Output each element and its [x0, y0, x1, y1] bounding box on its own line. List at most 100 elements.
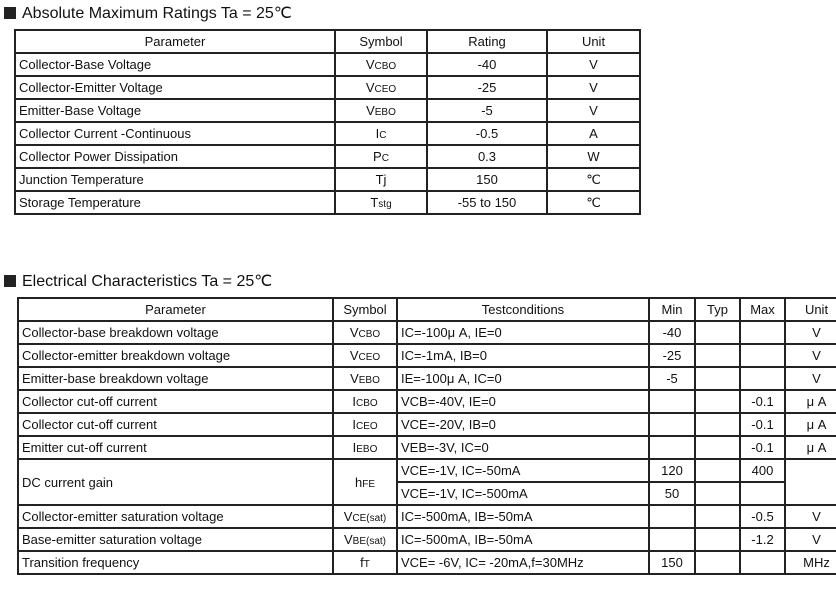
- conditions-cell: IE=-100μ A, IC=0: [396, 366, 650, 391]
- symbol-subscript: CBO: [358, 329, 381, 340]
- symbol-main: I: [352, 394, 356, 409]
- min-cell: -5: [648, 366, 696, 391]
- symbol-cell: VEBO: [332, 366, 398, 391]
- symbol-main: V: [343, 532, 353, 547]
- parameter-cell: Junction Temperature: [14, 167, 336, 192]
- min-cell: -40: [648, 320, 696, 345]
- table-row: DC current gain hFE VCE=-1V, IC=-50mA 120 40…: [17, 458, 836, 506]
- max-cell: [739, 343, 786, 368]
- unit-cell: V: [784, 343, 836, 368]
- symbol-main: Tj: [375, 172, 387, 187]
- conditions-cell: VCE=-1V, IC=-50mA: [396, 458, 650, 483]
- header-unit: Unit: [546, 29, 641, 54]
- abs-max-title: Absolute Maximum Ratings Ta = 25℃: [22, 5, 292, 22]
- table-row: Collector cut-off current ICBO VCB=-40V, I…: [17, 389, 836, 414]
- symbol-cell: hFE: [332, 458, 398, 506]
- max-cell: -0.5: [739, 504, 786, 529]
- conditions-cell: VEB=-3V, IC=0: [396, 435, 650, 460]
- parameter-cell: Collector Current -Continuous: [14, 121, 336, 146]
- header-parameter: Parameter: [17, 297, 334, 322]
- parameter-cell: Base-emitter saturation voltage: [17, 527, 334, 552]
- symbol-subscript: CBO: [355, 398, 378, 409]
- symbol-main: I: [352, 417, 356, 432]
- min-cell: [648, 412, 696, 437]
- min-cell: 50: [648, 481, 696, 506]
- table-row: Junction Temperature Tj 150 ℃: [14, 167, 641, 192]
- table-header-row: Parameter Symbol Testconditions Min Typ …: [17, 297, 836, 322]
- min-cell: [648, 389, 696, 414]
- typ-cell: [694, 481, 741, 506]
- conditions-cell: VCB=-40V, IE=0: [396, 389, 650, 414]
- symbol-subscript: CE(sat): [352, 513, 387, 524]
- electrical-heading: Electrical Characteristics Ta = 25℃: [4, 271, 272, 291]
- table-row: Emitter cut-off current IEBO VEB=-3V, IC=0…: [17, 435, 836, 460]
- min-cell: 150: [648, 550, 696, 575]
- unit-cell: MHz: [784, 550, 836, 575]
- table-row: Collector-Base Voltage VCBO -40 V: [14, 52, 641, 77]
- unit-cell: μ A: [784, 389, 836, 414]
- symbol-main: T: [370, 195, 379, 210]
- parameter-cell: Collector-Base Voltage: [14, 52, 336, 77]
- symbol-cell: VCE(sat): [332, 504, 398, 529]
- parameter-cell: Collector-base breakdown voltage: [17, 320, 334, 345]
- electrical-table: Parameter Symbol Testconditions Min Typ …: [17, 297, 836, 575]
- symbol-subscript: C: [379, 130, 387, 141]
- unit-cell: W: [546, 144, 641, 169]
- header-symbol: Symbol: [334, 29, 428, 54]
- symbol-cell: VCEO: [332, 343, 398, 368]
- square-bullet-icon: [4, 7, 16, 19]
- min-cell: [648, 504, 696, 529]
- header-unit: Unit: [784, 297, 836, 322]
- max-cell: -1.2: [739, 527, 786, 552]
- symbol-cell: VCBO: [332, 320, 398, 345]
- max-cell: -0.1: [739, 435, 786, 460]
- rating-cell: -40: [426, 52, 548, 77]
- table-row: Collector-Emitter Voltage VCEO -25 V: [14, 75, 641, 100]
- symbol-cell: fT: [332, 550, 398, 575]
- parameter-cell: Collector-Emitter Voltage: [14, 75, 336, 100]
- table-row: Collector-base breakdown voltage VCBO IC=-…: [17, 320, 836, 345]
- parameter-cell: Storage Temperature: [14, 190, 336, 215]
- header-symbol: Symbol: [332, 297, 398, 322]
- symbol-cell: VEBO: [334, 98, 428, 123]
- typ-cell: [694, 435, 741, 460]
- header-typ: Typ: [694, 297, 741, 322]
- conditions-cell: VCE=-20V, IB=0: [396, 412, 650, 437]
- symbol-main: I: [352, 440, 357, 455]
- symbol-main: V: [366, 103, 375, 118]
- table-row: Emitter-base breakdown voltage VEBO IE=-10…: [17, 366, 836, 391]
- symbol-main: V: [365, 57, 375, 72]
- unit-cell: A: [546, 121, 641, 146]
- conditions-cell: VCE= -6V, IC= -20mA,f=30MHz: [396, 550, 650, 575]
- symbol-cell: IC: [334, 121, 428, 146]
- max-cell: [739, 550, 786, 575]
- unit-cell: [784, 458, 836, 506]
- unit-cell: V: [784, 366, 836, 391]
- max-cell: [739, 481, 786, 506]
- max-cell: [739, 366, 786, 391]
- symbol-cell: Tj: [334, 167, 428, 192]
- max-cell: 400: [739, 458, 786, 483]
- unit-cell: μ A: [784, 435, 836, 460]
- unit-cell: V: [546, 75, 641, 100]
- symbol-main: V: [349, 325, 359, 340]
- min-cell: -25: [648, 343, 696, 368]
- rating-cell: 0.3: [426, 144, 548, 169]
- abs-max-table: Parameter Symbol Rating Unit Collector-B…: [14, 29, 641, 215]
- table-row: Collector-emitter saturation voltage VCE(…: [17, 504, 836, 529]
- symbol-main: V: [349, 348, 359, 363]
- table-row: Base-emitter saturation voltage VBE(sat) I…: [17, 527, 836, 552]
- symbol-subscript: EBO: [356, 444, 378, 455]
- symbol-cell: VBE(sat): [332, 527, 398, 552]
- electrical-title: Electrical Characteristics Ta = 25℃: [22, 273, 273, 290]
- table-row: Collector-emitter breakdown voltage VCEO I…: [17, 343, 836, 368]
- symbol-subscript: BE(sat): [352, 536, 386, 547]
- symbol-subscript: T: [363, 559, 370, 570]
- parameter-cell: Emitter-Base Voltage: [14, 98, 336, 123]
- parameter-cell: Emitter cut-off current: [17, 435, 334, 460]
- parameter-cell: DC current gain: [17, 458, 334, 506]
- header-parameter: Parameter: [14, 29, 336, 54]
- parameter-cell: Emitter-base breakdown voltage: [17, 366, 334, 391]
- symbol-main: V: [350, 371, 359, 386]
- parameter-cell: Collector-emitter breakdown voltage: [17, 343, 334, 368]
